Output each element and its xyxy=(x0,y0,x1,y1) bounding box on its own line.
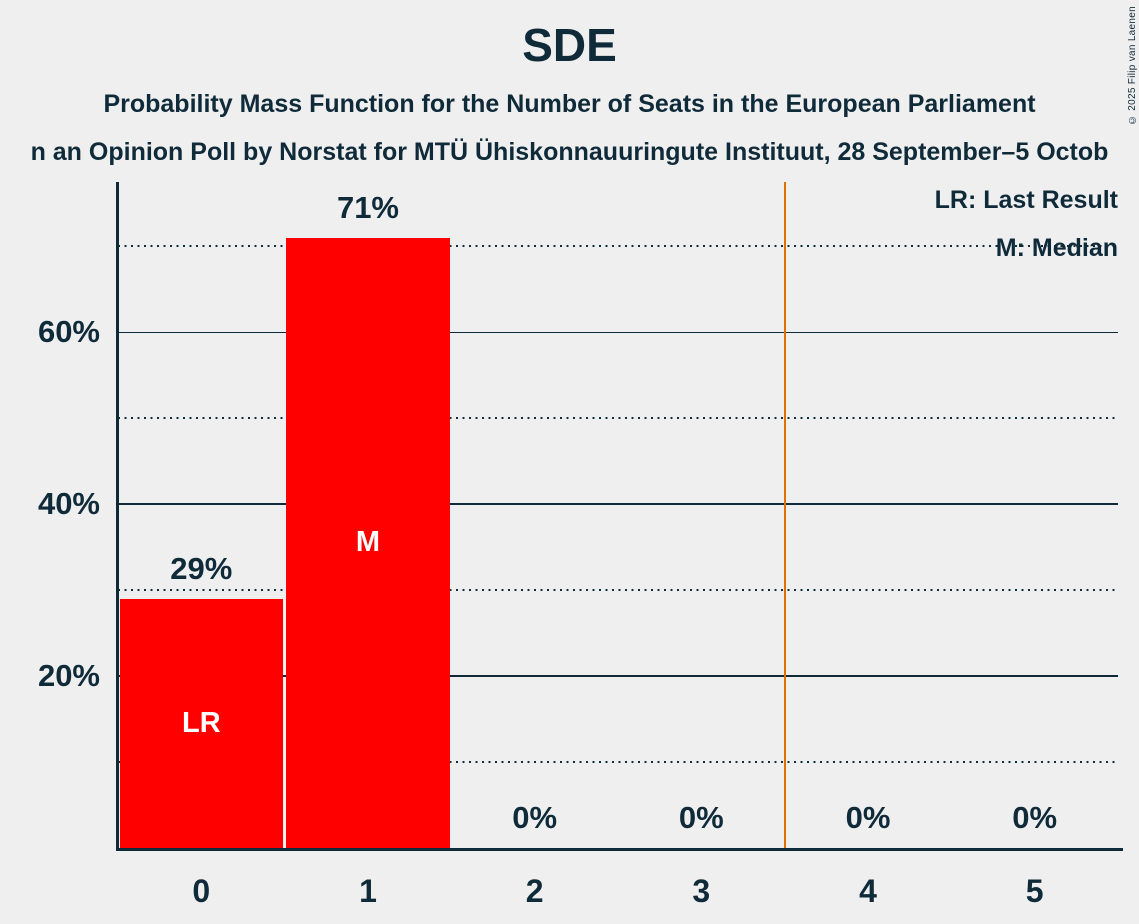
threshold-divider-line xyxy=(783,182,786,848)
x-tick-5: 5 xyxy=(1025,873,1044,909)
gridline-dotted-30 xyxy=(118,589,1118,592)
gridline-dotted-70 xyxy=(118,245,1118,248)
x-tick-2: 2 xyxy=(525,873,544,909)
bar-value-label-2: 0% xyxy=(512,800,558,835)
gridline-solid-40 xyxy=(118,503,1118,506)
legend-last-result: LR: Last Result xyxy=(934,186,1118,214)
x-tick-3: 3 xyxy=(692,873,711,909)
bar-annotation-lr: LR xyxy=(181,706,221,739)
bar-value-label-3: 0% xyxy=(678,800,724,835)
gridline-solid-60 xyxy=(118,331,1118,334)
bar-annotation-m: M xyxy=(355,526,381,559)
bar-seats-0: LR xyxy=(119,598,284,848)
x-tick-1: 1 xyxy=(359,873,377,909)
y-tick-60: 60% xyxy=(37,314,100,350)
x-axis-line xyxy=(116,848,1123,851)
legend-median: M: Median xyxy=(995,234,1118,262)
gridline-solid-20 xyxy=(118,675,1118,677)
gridline-dotted-50 xyxy=(118,417,1118,420)
bar-value-label-4: 0% xyxy=(845,800,891,835)
y-tick-20: 20% xyxy=(37,658,100,694)
gridline-dotted-10 xyxy=(118,761,1118,764)
x-tick-4: 4 xyxy=(859,873,877,909)
y-tick-40: 40% xyxy=(37,486,100,522)
chart-subtitle: Probability Mass Function for the Number… xyxy=(103,90,1036,118)
chart-source-line: n an Opinion Poll by Norstat for MTÜ Ühi… xyxy=(30,138,1109,166)
x-tick-0: 0 xyxy=(192,873,211,909)
bar-seats-1: M xyxy=(286,237,450,848)
bar-value-label-5: 0% xyxy=(1012,800,1058,835)
bar-value-label-1: 71% xyxy=(336,189,399,225)
page-title: SDE xyxy=(522,19,617,71)
bar-value-label-0: 29% xyxy=(170,550,233,586)
pmf-bar-chart: LR: Last Result M: Median LR 29% M 71% 0% 0% 0… xyxy=(116,182,1123,851)
y-axis-line xyxy=(116,182,119,851)
